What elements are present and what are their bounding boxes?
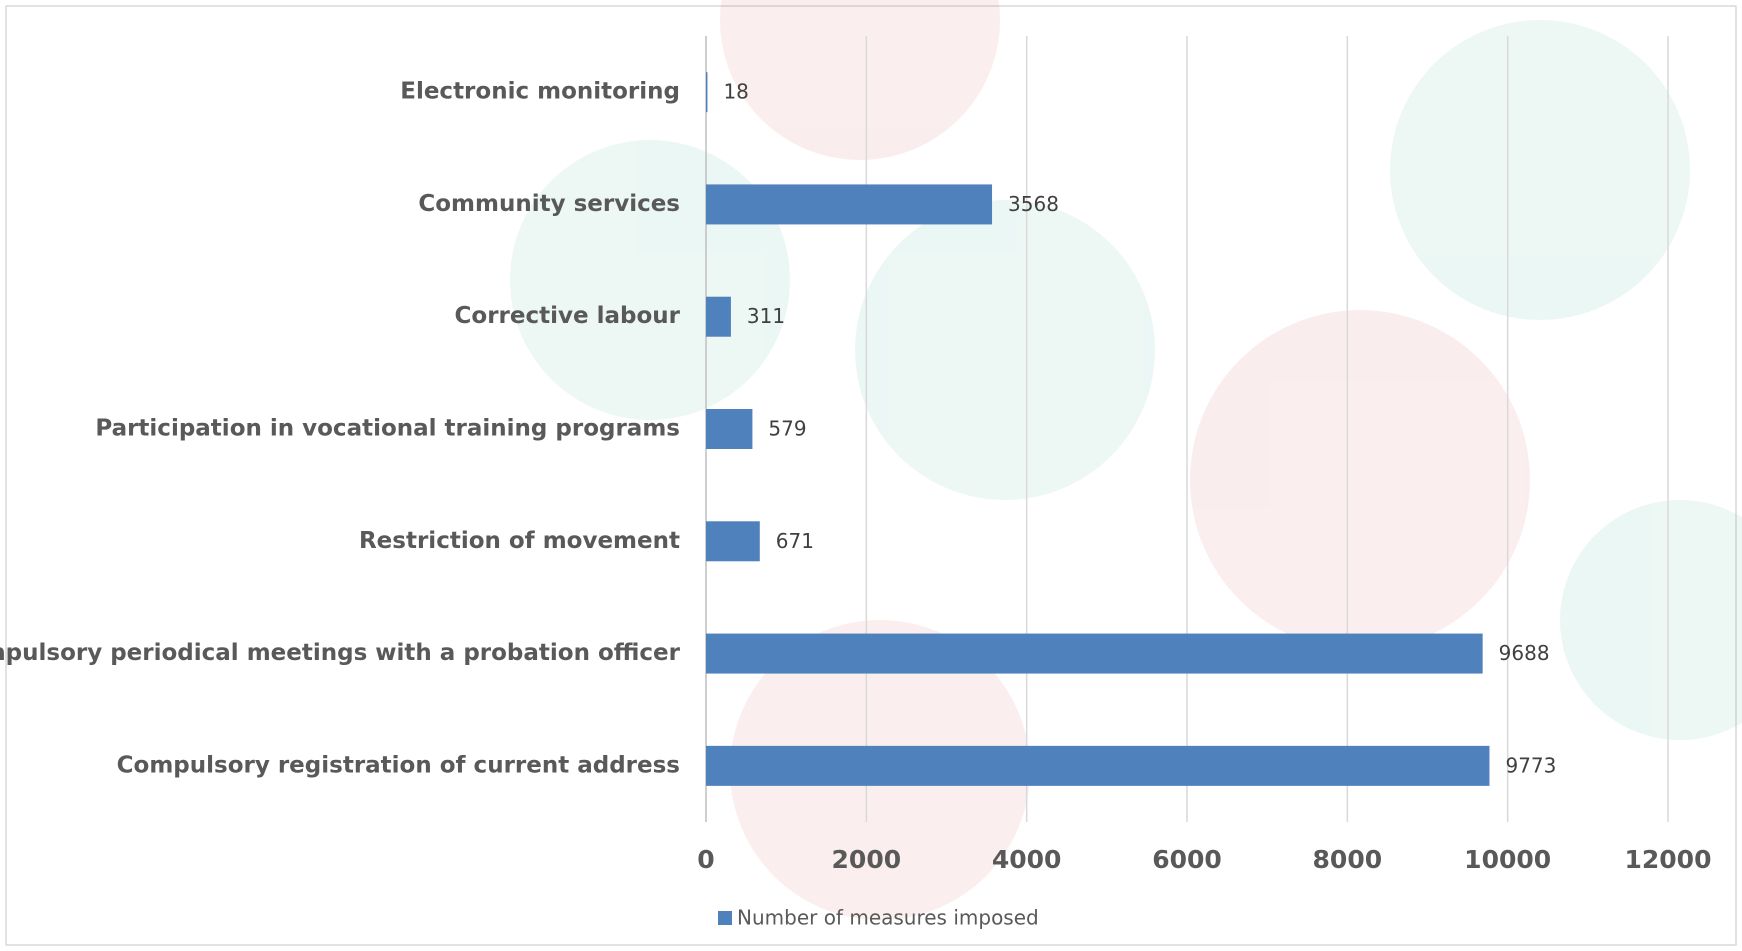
bar [706,72,708,113]
y-tick-label: Community services [418,191,680,217]
value-label: 3568 [1008,192,1059,216]
x-tick-label: 12000 [1625,845,1712,874]
y-tick-label: Electronic monitoring [400,79,680,105]
x-tick-label: 6000 [1152,845,1222,874]
bar [706,184,993,225]
x-tick-label: 4000 [992,845,1062,874]
value-label: 579 [768,417,806,441]
value-label: 671 [776,529,814,553]
y-tick-label: Participation in vocational training pro… [95,416,680,442]
x-tick-label: 0 [697,845,714,874]
chart-frame [5,5,1737,946]
bar [706,633,1483,674]
bar [706,409,753,449]
bar [706,521,760,562]
y-tick-label: Compulsory periodical meetings with a pr… [0,640,681,666]
value-label: 311 [747,304,785,328]
legend-swatch [718,911,732,925]
bar [706,296,731,337]
watermark [510,0,1742,920]
value-label: 18 [723,80,748,104]
x-tick-label: 8000 [1313,845,1383,874]
bar [706,745,1490,786]
y-tick-label: Compulsory registration of current addre… [117,752,680,778]
legend-label: Number of measures imposed [737,906,1039,930]
value-label: 9688 [1499,641,1550,665]
value-label: 9773 [1505,753,1556,777]
y-tick-label: Restriction of movement [359,528,680,554]
x-tick-label: 2000 [832,845,902,874]
y-tick-label: Corrective labour [455,303,681,329]
x-tick-label: 10000 [1464,845,1551,874]
